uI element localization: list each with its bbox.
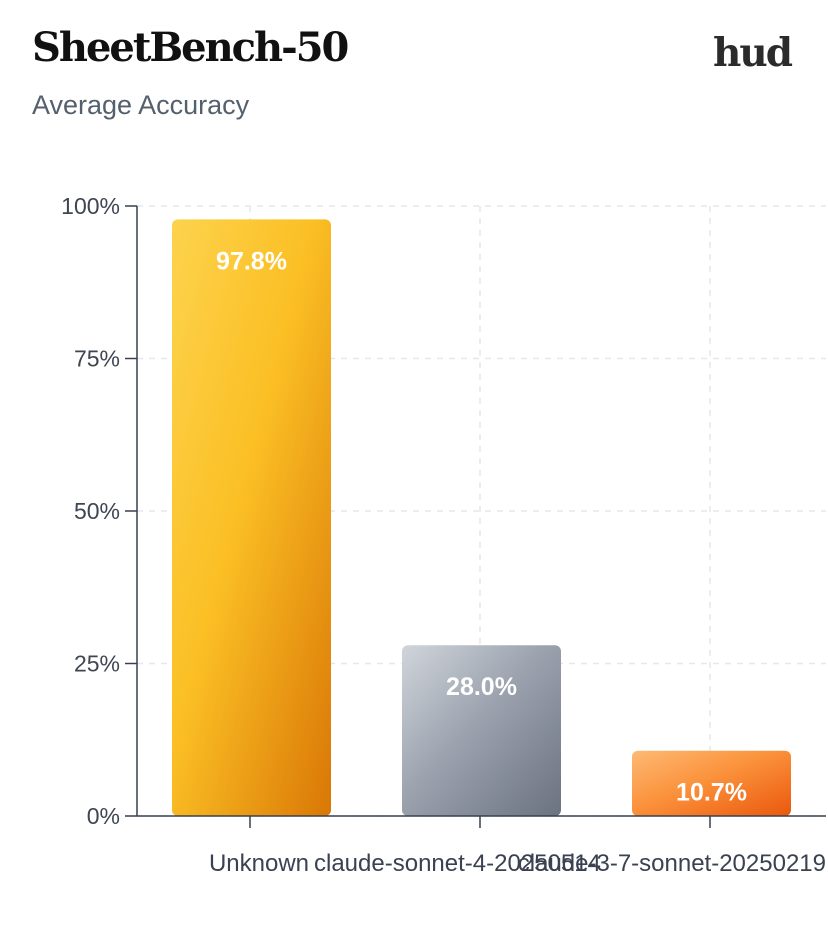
labels: 97.8% 28.0% 10.7% Unknown claude-sonnet-4-20… <box>209 247 826 877</box>
bar-value-label: 28.0% <box>446 673 517 701</box>
y-tick-label: 50% <box>74 498 120 524</box>
chart-title: SheetBench-50 <box>32 24 349 71</box>
bar-1 <box>172 219 331 817</box>
x-category-label: Unknown <box>209 850 309 877</box>
hud-logo: hud <box>713 30 793 76</box>
x-category-label: claude-3-7-sonnet-20250219 <box>518 850 826 877</box>
bar-value-label: 97.8% <box>216 247 287 275</box>
chart-subtitle: Average Accuracy <box>32 90 250 120</box>
y-tick-label: 0% <box>87 803 120 829</box>
y-tick-label: 100% <box>61 193 120 219</box>
y-tick-label: 25% <box>74 651 120 677</box>
x-category-label: claude-sonnet-4-20250514 <box>314 850 601 877</box>
bars <box>172 219 791 817</box>
bar-3 <box>632 750 791 816</box>
axes: 0% 25% 50% 75% 100% <box>61 193 826 829</box>
bar-value-label: 10.7% <box>676 779 747 807</box>
y-tick-label: 75% <box>74 346 120 372</box>
bar-2 <box>402 645 561 816</box>
